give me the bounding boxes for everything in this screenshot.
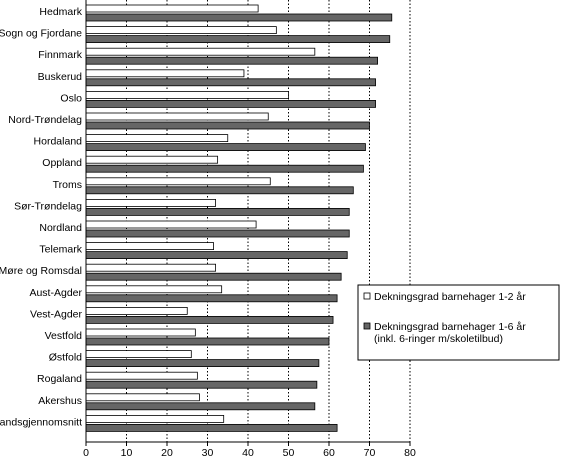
bar-1-6-years [85,380,318,389]
category-label: Finnmark [38,49,83,61]
category-label: Oppland [42,157,82,169]
bar-1-2-years [85,285,223,294]
bar-1-2-years [85,306,188,315]
category-label: Sogn og Fjordane [0,28,82,40]
legend-swatch [363,292,371,300]
category-label: Troms [53,179,82,191]
bar-1-6-years [85,359,320,368]
category-label: Sør-Trøndelag [14,200,82,212]
bar-1-6-years [85,164,364,173]
x-tick-label: 20 [161,447,173,459]
bar-1-2-years [85,91,289,99]
bar-1-6-years [85,251,348,260]
category-label: Telemark [39,244,82,256]
bar-1-6-years [85,229,350,238]
category-label: Rogaland [37,373,82,385]
bar-1-2-years [85,4,259,13]
bar-1-2-years [85,263,217,272]
x-tick-label: 30 [202,447,214,459]
legend-swatch [363,322,371,330]
x-tick-label: 50 [283,447,295,459]
x-tick-label: 70 [364,447,376,459]
bar-1-6-years [85,294,338,303]
bar-1-2-years [85,26,277,35]
bar-1-2-years [85,328,196,337]
category-label: Landsgjennomsnitt [0,416,82,428]
bar-1-2-years [85,371,198,380]
bar-1-6-years [85,13,393,22]
bar-1-2-years [85,69,245,78]
bar-1-2-years [85,350,192,359]
bar-1-6-years [85,121,370,130]
bars [85,4,393,432]
bar-1-2-years [85,177,271,186]
category-label: Aust-Agder [29,287,82,299]
legend-label: Dekningsgrad barnehager 1-2 år [374,291,526,303]
x-tick-label: 60 [323,447,335,459]
bar-1-2-years [85,242,214,251]
category-label: Vestfold [45,330,83,342]
bar-1-2-years [85,134,229,143]
bar-1-2-years [85,220,257,229]
legend-label: Dekningsgrad barnehager 1-6 år [374,321,526,333]
legend-box [357,284,560,361]
bar-1-6-years [85,402,316,411]
category-label: Østfold [49,352,82,364]
category-label: Nordland [39,222,82,234]
category-label: Oslo [60,92,82,104]
category-label: Hordaland [34,136,83,148]
bar-1-2-years [85,47,316,56]
bar-1-6-years [85,56,379,65]
bar-1-6-years [85,337,330,346]
category-label: Buskerud [38,71,83,83]
category-label: Vest-Agder [30,308,82,320]
x-tick-label: 0 [83,447,89,459]
bar-1-2-years [85,198,217,207]
category-label: Hedmark [39,6,82,18]
bar-1-6-years [85,315,334,324]
category-label: Akershus [38,395,82,407]
bar-1-2-years [85,155,219,164]
category-labels: Hedmark Sogn og Fjordane Finnmark Buskerud O… [0,6,83,428]
bar-1-6-years [85,272,342,281]
x-tick-label: 10 [121,447,133,459]
bar-1-2-years [85,393,200,402]
bar-1-6-years [85,78,376,87]
bar-1-2-years [85,112,269,121]
category-label: Møre og Romsdal [0,265,82,277]
bar-1-6-years [85,207,350,216]
bar-1-6-years [85,143,366,152]
x-axis: 0 10 20 30 40 50 60 70 80 [83,0,416,459]
legend: Dekningsgrad barnehager 1-2 år Dekningsgr… [357,284,560,361]
bar-1-6-years [85,35,391,43]
bar-1-6-years [85,423,338,432]
bar-1-2-years [85,414,225,423]
bar-1-6-years [85,100,376,108]
bar-1-6-years [85,186,354,195]
x-tick-label: 80 [404,447,416,459]
legend-label: (inkl. 6-ringer m/skoletilbud) [374,333,503,345]
x-tick-label: 40 [242,447,254,459]
category-label: Nord-Trøndelag [8,114,82,126]
